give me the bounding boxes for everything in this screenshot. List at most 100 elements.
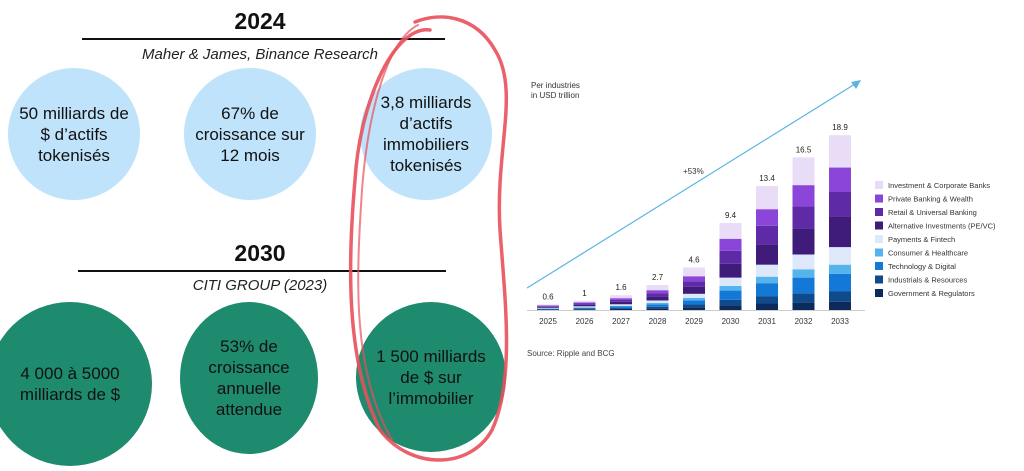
year-2030-heading: 2030: [234, 240, 286, 266]
bar-segment-2033-7: [829, 167, 851, 192]
bar-segment-2027-8: [610, 295, 632, 299]
bar-segment-2028-7: [646, 290, 669, 294]
bar-segment-2032-7: [792, 185, 815, 207]
bar-segment-2028-2: [646, 304, 669, 307]
legend-swatch-4: [875, 235, 883, 243]
bar-segment-2029-3: [683, 297, 705, 301]
x-tick-label-2029: 2029: [685, 317, 703, 326]
legend-label-8: Government & Regulators: [888, 289, 975, 298]
bar-segment-2026-7: [573, 302, 596, 304]
stat-circle-real-estate: 3,8 milliards d’actifs immobiliers token…: [360, 68, 492, 200]
x-tick-label-2031: 2031: [758, 317, 776, 326]
bar-segment-2025-6: [537, 306, 559, 307]
bar-segment-2025-8: [537, 304, 559, 306]
stat-text: 4 000 à 5000 milliards de $: [19, 364, 121, 404]
bar-segment-2027-2: [610, 306, 632, 308]
legend-swatch-5: [875, 248, 883, 257]
legend-swatch-8: [875, 289, 883, 297]
bar-segment-2033-4: [829, 247, 851, 265]
year-2024-heading: 2024: [234, 8, 286, 34]
legend-label-7: Industrials & Resources: [888, 276, 967, 285]
stat-circle-tokenized-assets: 50 milliards de $ d’actifs tokenisés: [8, 68, 140, 200]
bar-segment-2033-8: [829, 135, 851, 168]
bar-segment-2031-1: [756, 296, 778, 304]
bar-segment-2027-1: [610, 307, 632, 309]
x-tick-label-2026: 2026: [576, 317, 594, 326]
stat-circle-growth-12m: 67% de croissance sur 12 mois: [184, 68, 316, 200]
legend-swatch-3: [875, 221, 883, 230]
bar-segment-2029-4: [683, 293, 705, 298]
bar-segment-2031-3: [756, 276, 778, 284]
bar-segment-2031-5: [756, 244, 778, 265]
bar-segment-2029-1: [683, 304, 705, 308]
source-2030: CITI GROUP (2023): [192, 277, 328, 294]
bar-segment-2029-8: [683, 267, 705, 277]
bar-segment-2028-4: [646, 300, 669, 303]
bar-segment-2032-8: [792, 157, 815, 186]
bar-total-label-2029: 4.6: [688, 255, 700, 264]
bar-segment-2028-0: [646, 308, 669, 310]
bar-segment-2031-4: [756, 264, 778, 277]
bar-segment-2030-1: [719, 299, 742, 306]
bar-total-label-2031: 13.4: [759, 174, 775, 183]
bar-segment-2033-3: [829, 264, 851, 274]
bar-segment-2026-4: [573, 306, 596, 308]
bar-segment-2028-5: [646, 296, 669, 301]
bar-segment-2033-5: [829, 216, 851, 248]
stat-circle-market-size: 4 000 à 5000 milliards de $: [0, 302, 152, 466]
bar-segment-2030-4: [719, 277, 742, 286]
source-2024: Maher & James, Binance Research: [142, 46, 378, 63]
bar-segment-2025-7: [537, 305, 559, 307]
bar-total-label-2027: 1.6: [615, 283, 627, 292]
bar-segment-2029-7: [683, 276, 705, 282]
stat-circle-annual-growth: 53% de croissance annuelle attendue: [180, 302, 318, 454]
bar-segment-2033-2: [829, 273, 851, 292]
trend-label: +53%: [683, 167, 704, 176]
bar-segment-2030-6: [719, 250, 742, 264]
bar-segment-2025-5: [537, 306, 559, 308]
bar-segment-2026-1: [573, 308, 596, 310]
bar-segment-2025-4: [537, 307, 559, 309]
x-tick-label-2028: 2028: [649, 317, 667, 326]
bar-segment-2032-4: [792, 254, 815, 270]
bar-segment-2027-7: [610, 298, 632, 300]
bar-segment-2030-5: [719, 263, 742, 278]
highlight-ring-stroke: [348, 15, 509, 462]
bar-segment-2027-3: [610, 305, 632, 307]
bar-total-label-2026: 1: [582, 289, 587, 298]
bar-segment-2033-1: [829, 291, 851, 302]
highlight-ring-stroke-2: [357, 24, 419, 441]
bar-segment-2033-6: [829, 191, 851, 217]
legend-label-4: Payments & Fintech: [888, 235, 955, 244]
bar-segment-2025-2: [537, 308, 559, 310]
bar-total-label-2032: 16.5: [796, 145, 812, 154]
stat-text: 53% de croissance annuelle attendue: [208, 337, 290, 419]
legend-swatch-2: [875, 208, 883, 216]
bar-segment-2031-8: [756, 186, 778, 210]
bar-segment-2033-0: [829, 301, 851, 310]
bar-segment-2032-2: [792, 277, 815, 294]
stat-text: 1 500 milliards de $ sur l’immobilier: [376, 346, 486, 408]
x-tick-label-2027: 2027: [612, 317, 630, 326]
bar-total-label-2028: 2.7: [652, 273, 664, 282]
legend-swatch-7: [875, 275, 883, 284]
legend-label-0: Investment & Corporate Banks: [888, 181, 990, 190]
bar-total-label-2033: 18.9: [832, 123, 848, 132]
bar-segment-2030-0: [719, 305, 742, 310]
legend-swatch-6: [875, 262, 883, 270]
rule-2030: [78, 270, 446, 272]
bar-segment-2030-7: [719, 238, 742, 251]
bar-segment-2032-5: [792, 228, 815, 255]
trend-arrow-head: [851, 80, 861, 89]
bar-segment-2028-3: [646, 302, 669, 305]
bar-segment-2032-0: [792, 302, 815, 310]
bar-segment-2028-6: [646, 293, 669, 297]
stacked-bar-chart: Per industries in USD trillion +53% 0.6 2…: [526, 80, 996, 358]
stat-text: 50 milliards de $ d’actifs tokenisés: [19, 103, 129, 165]
bar-segment-2028-8: [646, 285, 669, 291]
bar-segment-2029-6: [683, 281, 705, 287]
bar-segment-2029-5: [683, 286, 705, 294]
x-tick-label-2030: 2030: [722, 317, 740, 326]
legend-label-2: Retail & Universal Banking: [888, 208, 977, 217]
stat-circle-real-estate-2030: 1 500 milliards de $ sur l’immobilier: [356, 302, 506, 452]
